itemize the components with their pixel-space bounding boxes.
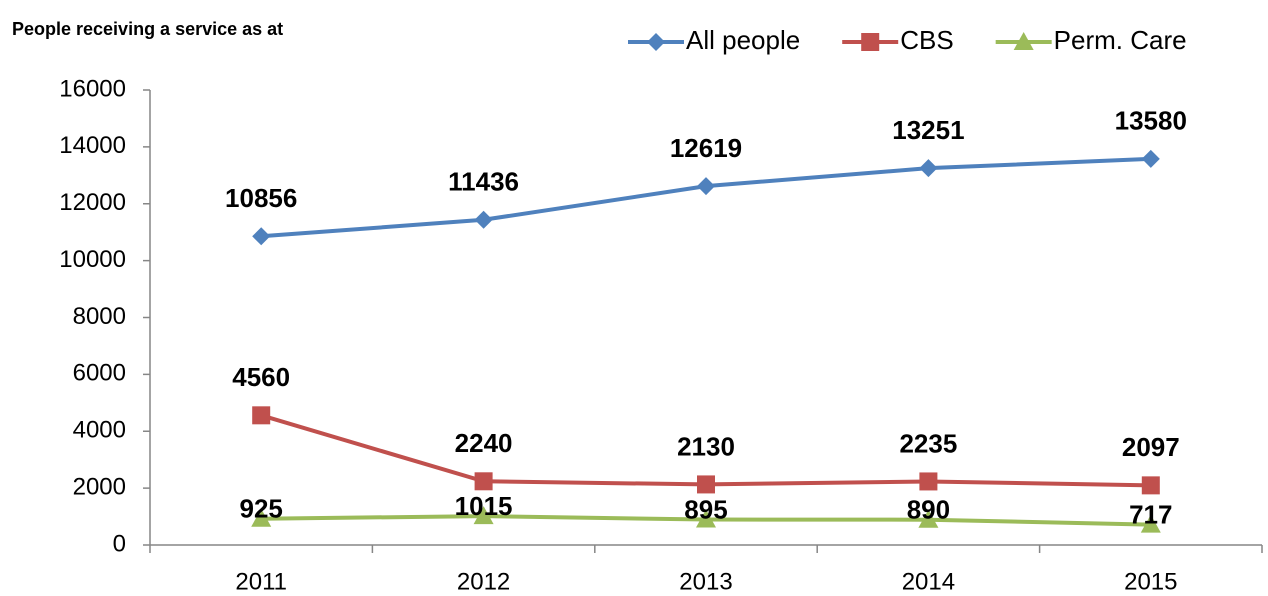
marker [1141, 149, 1160, 168]
data-label: 2235 [899, 428, 957, 458]
y-tick-label: 12000 [59, 189, 126, 216]
data-label: 12619 [670, 133, 742, 163]
marker [252, 406, 271, 425]
marker [697, 475, 715, 494]
y-tick-label: 2000 [73, 473, 126, 500]
y-tick-label: 4000 [73, 417, 126, 444]
x-tick-label: 2014 [902, 568, 955, 595]
marker [251, 508, 272, 527]
data-label: 13580 [1115, 106, 1187, 136]
x-tick-label: 2013 [679, 568, 732, 595]
marker [1140, 514, 1161, 533]
y-tick-label: 10000 [59, 246, 126, 273]
y-tick-label: 14000 [59, 132, 126, 159]
y-tick-label: 8000 [73, 303, 126, 330]
data-label: 890 [907, 495, 950, 525]
marker [697, 177, 715, 196]
x-tick-label: 2012 [457, 568, 510, 595]
marker [1013, 32, 1034, 50]
data-label: 10856 [225, 183, 297, 213]
marker [861, 33, 880, 51]
y-tick-label: 6000 [73, 360, 126, 387]
chart-title: People receiving a service as at [12, 19, 283, 39]
data-label: 2097 [1122, 432, 1180, 462]
marker [919, 159, 938, 178]
data-label: 895 [684, 494, 727, 524]
marker [1141, 476, 1160, 495]
data-label: 4560 [232, 362, 290, 392]
data-label: 13251 [892, 115, 964, 145]
marker [918, 509, 939, 528]
data-label: 2130 [677, 431, 735, 461]
marker [696, 509, 716, 528]
data-label: 717 [1129, 499, 1172, 529]
data-label: 925 [240, 494, 283, 524]
legend-label: All people [686, 25, 800, 55]
data-label: 1015 [455, 491, 513, 521]
data-label: 2240 [455, 428, 513, 458]
legend-label: Perm. Care [1054, 25, 1187, 55]
y-tick-label: 0 [113, 530, 126, 557]
x-tick-label: 2015 [1124, 568, 1177, 595]
x-tick-label: 2011 [235, 568, 287, 595]
marker [252, 227, 271, 246]
marker [647, 33, 665, 51]
legend-label: CBS [900, 25, 953, 55]
series-line [261, 156, 1151, 239]
marker [474, 210, 493, 229]
marker [474, 472, 493, 491]
marker [473, 506, 494, 525]
y-tick-label: 16000 [59, 75, 126, 102]
data-label: 11436 [448, 167, 519, 197]
marker [919, 472, 938, 491]
